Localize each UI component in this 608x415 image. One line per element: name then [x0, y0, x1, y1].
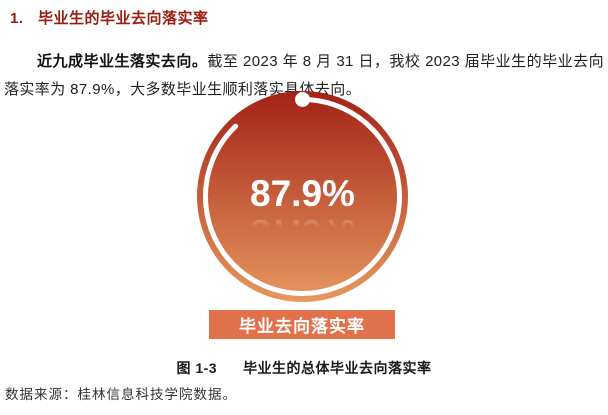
- paragraph-text: 截至 2023 年 8 月 31 日，我校 2023 届毕业生的毕业去向落实率为…: [4, 53, 604, 98]
- gauge-figure: 87.9% 87.9%: [197, 91, 408, 302]
- figure-caption: 图 1-3 毕业生的总体毕业去向落实率: [0, 358, 608, 378]
- body-paragraph: 近九成毕业生落实去向。截至 2023 年 8 月 31 日，我校 2023 届毕…: [4, 48, 604, 104]
- section-number: 1.: [10, 10, 24, 27]
- gauge-svg: [197, 91, 408, 302]
- gauge-start-dot-icon: [295, 92, 310, 107]
- data-source-note: 数据来源：桂林信息科技学院数据。: [5, 387, 237, 402]
- gauge-value-reflection: 87.9%: [250, 212, 355, 253]
- figure-title: 毕业生的总体毕业去向落实率: [243, 360, 432, 376]
- section-title: 毕业生的毕业去向落实率: [38, 10, 209, 27]
- gauge-value: 87.9%: [250, 173, 355, 214]
- paragraph-lead: 近九成毕业生落实去向。: [37, 53, 208, 70]
- figure-number: 图 1-3: [176, 360, 218, 376]
- section-heading: 1. 毕业生的毕业去向落实率: [10, 7, 600, 28]
- gauge-progress-ring: [203, 97, 402, 296]
- gauge-gradient-circle: [197, 91, 408, 302]
- gauge-banner-label: 毕业去向落实率: [239, 317, 365, 336]
- gauge-banner: 毕业去向落实率: [209, 310, 395, 339]
